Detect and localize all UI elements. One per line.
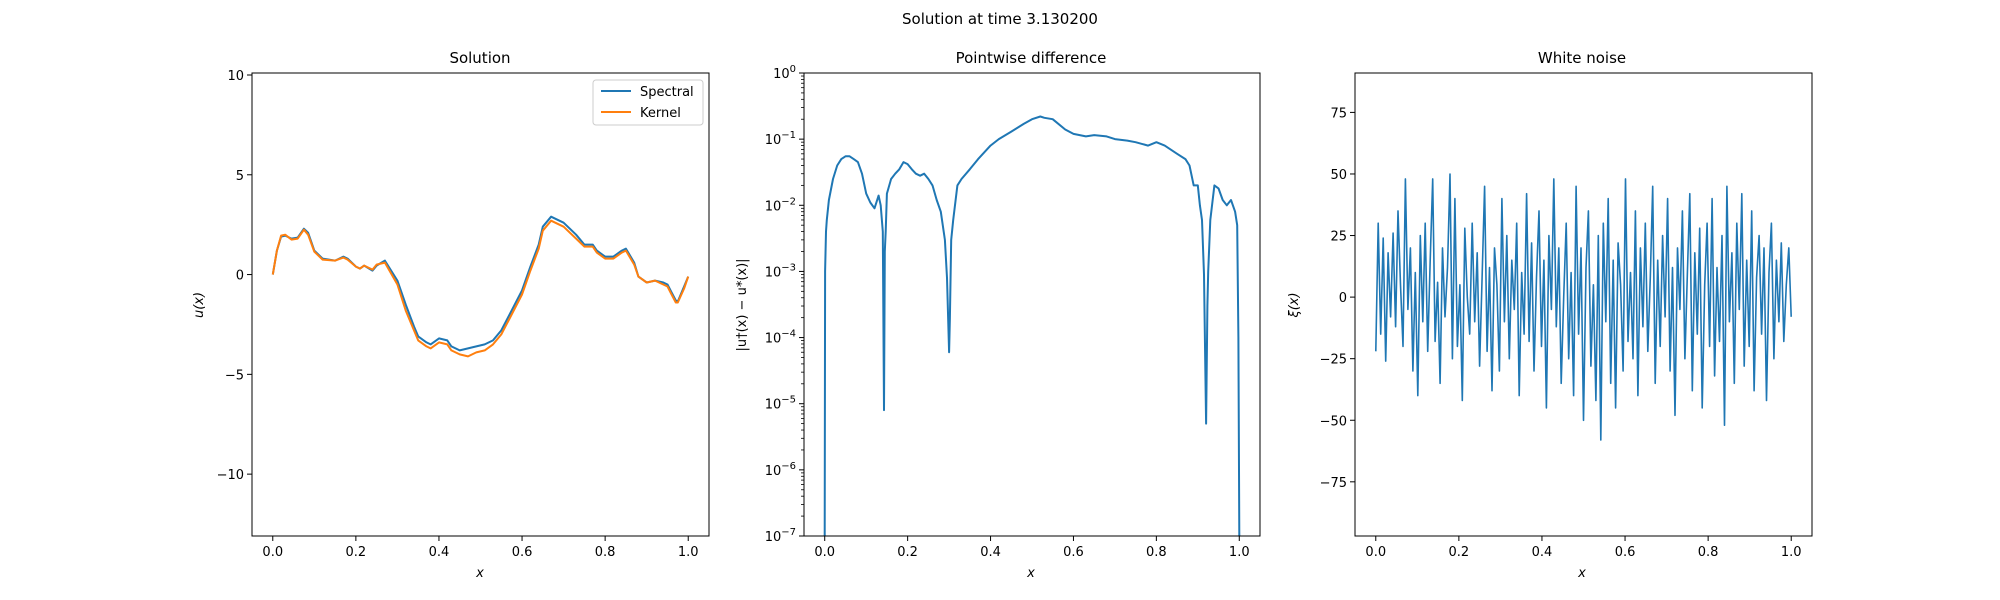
white-noise-panel: White noise 0.0 0.2 0.4 0.6 0.8 1.0 75 50 25 0 −25…: [1287, 49, 1813, 581]
series-line-series-0: [1375, 173, 1792, 441]
x-tick-label: 0.0: [1365, 545, 1386, 560]
white-noise-plot-area: 0.0 0.2 0.4 0.6 0.8 1.0 75 50 25 0 −25 −50 −75: [1320, 72, 1813, 560]
x-tick-label: 0.0: [262, 545, 283, 560]
y-tick-label: −10: [217, 468, 244, 483]
x-tick-label: 1.0: [678, 545, 699, 560]
series-line-kernel: [271, 219, 690, 358]
x-tick-label: 0.0: [814, 545, 835, 560]
white-noise-ylabel: ξ(x): [1287, 292, 1302, 318]
white-noise-xlabel: x: [1577, 566, 1586, 581]
white-noise-title: White noise: [1538, 49, 1626, 67]
x-tick-label: 0.6: [512, 545, 533, 560]
x-tick-label: 0.2: [897, 545, 918, 560]
difference-plot-area: 0.0 0.2 0.4 0.6 0.8 1.0 100 10−1 10−2 10−3 10−4 10−…: [765, 64, 1261, 560]
y-tick-label: 10−2: [765, 196, 796, 214]
x-tick-label: 0.8: [595, 545, 616, 560]
x-tick-label: 0.8: [1698, 545, 1719, 560]
x-tick-label: 0.2: [1449, 545, 1470, 560]
y-tick-label: −75: [1320, 476, 1347, 491]
legend-spectral-label: Spectral: [640, 85, 694, 100]
y-tick-label: 5: [236, 169, 244, 184]
x-tick-label: 0.6: [1615, 545, 1636, 560]
legend-kernel-label: Kernel: [640, 106, 681, 121]
y-tick-label: 0: [236, 269, 244, 284]
difference-panel: Pointwise difference 0.0 0.2 0.4 0.6 0.8 1.0 1…: [735, 49, 1261, 581]
axes-frame: [251, 72, 710, 537]
x-tick-label: 0.6: [1063, 545, 1084, 560]
solution-plot-area: 0.0 0.2 0.4 0.6 0.8 1.0 10 5 0 −5 −10: [217, 69, 710, 560]
y-tick-label: −50: [1320, 414, 1347, 429]
x-tick-label: 0.4: [980, 545, 1001, 560]
y-tick-label: 10−3: [765, 262, 796, 280]
y-tick-label: 10−7: [765, 527, 796, 545]
x-tick-label: 1.0: [1229, 545, 1250, 560]
solution-xlabel: x: [475, 566, 484, 581]
y-tick-label: 10−5: [765, 395, 796, 413]
x-tick-label: 0.4: [1532, 545, 1553, 560]
x-tick-label: 0.4: [429, 545, 450, 560]
y-tick-label: 0: [1339, 291, 1347, 306]
solution-legend: Spectral Kernel: [592, 79, 704, 126]
y-tick-label: 25: [1330, 230, 1347, 245]
y-tick-label: 75: [1330, 106, 1347, 121]
figure-suptitle: Solution at time 3.130200: [902, 10, 1098, 28]
y-tick-label: 50: [1330, 168, 1347, 183]
x-tick-label: 0.2: [346, 545, 367, 560]
x-tick-label: 1.0: [1781, 545, 1802, 560]
series-line-series-0: [823, 115, 1241, 537]
y-tick-label: −5: [225, 368, 244, 383]
difference-title: Pointwise difference: [956, 49, 1107, 67]
axes-frame: [1354, 72, 1813, 537]
axes-frame: [803, 72, 1261, 537]
y-tick-label: 100: [773, 64, 796, 82]
x-tick-label: 0.8: [1146, 545, 1167, 560]
difference-xlabel: x: [1026, 566, 1035, 581]
series-line-spectral: [271, 215, 690, 352]
solution-title: Solution: [449, 49, 510, 67]
y-tick-label: 10: [227, 69, 244, 84]
solution-panel: Solution 0.0 0.2 0.4 0.6 0.8 1.0 10 5 0 −5 −10 x u…: [192, 49, 710, 581]
y-tick-label: 10−1: [765, 130, 796, 148]
solution-ylabel: u(x): [192, 292, 207, 318]
y-tick-label: 10−6: [765, 461, 796, 479]
y-tick-label: 10−4: [765, 329, 796, 347]
difference-ylabel: |u†(x) − u*(x)|: [735, 258, 750, 351]
y-tick-label: −25: [1320, 353, 1347, 368]
